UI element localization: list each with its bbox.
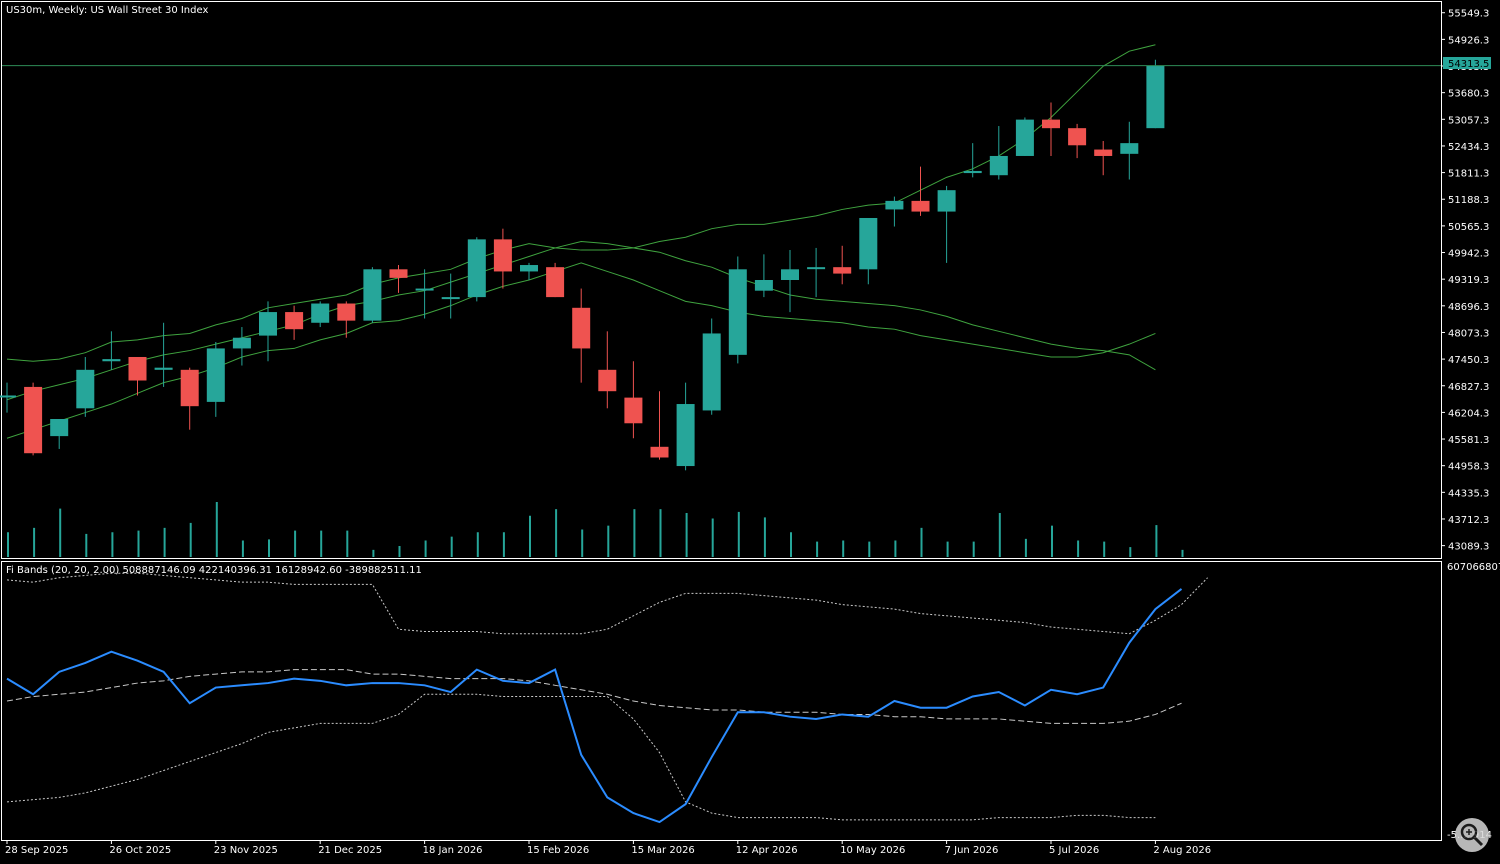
bear-candle xyxy=(598,369,617,392)
x-tick-label: 7 Jun 2026 xyxy=(945,845,999,856)
indicator-axis-top-label: 607066807 xyxy=(1447,562,1500,573)
y-tick-label: 43712.3 xyxy=(1448,515,1489,526)
y-tick-label: 46827.3 xyxy=(1448,382,1489,393)
volume-bars xyxy=(7,502,1184,557)
bull-candle xyxy=(415,288,434,291)
bear-candle xyxy=(1068,128,1087,146)
bull-candle xyxy=(937,190,956,212)
bull-candle xyxy=(0,395,16,398)
bull-candle xyxy=(441,297,460,300)
current-price-tag xyxy=(1443,57,1491,69)
bull-candle xyxy=(963,170,982,174)
bull-candle xyxy=(311,303,330,323)
bull-candle xyxy=(807,267,826,270)
x-tick-label: 21 Dec 2025 xyxy=(318,845,382,856)
time-axis: 28 Sep 2025 26 Oct 2025 23 Nov 2025 21 Dec … xyxy=(5,840,1211,856)
y-tick-label: 50565.3 xyxy=(1448,222,1489,233)
bull-candle xyxy=(1120,143,1139,154)
y-tick-label: 53057.3 xyxy=(1448,115,1489,126)
x-tick-label: 28 Sep 2025 xyxy=(5,845,68,856)
zoom-magnifier-button[interactable] xyxy=(1455,818,1489,852)
bull-candle xyxy=(232,337,251,349)
bull-candle xyxy=(76,369,95,409)
bear-candle xyxy=(337,303,356,321)
main-chart-frame xyxy=(1,1,1442,559)
bull-candle xyxy=(1146,65,1165,129)
bull-candle xyxy=(728,269,747,355)
x-tick-label: 15 Mar 2026 xyxy=(631,845,694,856)
y-tick-label: 44958.3 xyxy=(1448,462,1489,473)
x-tick-label: 12 Apr 2026 xyxy=(736,845,798,856)
indicator-frame xyxy=(1,561,1442,841)
fi-middle-band xyxy=(6,669,1182,724)
fi-lower-band xyxy=(6,693,1156,821)
bull-candle xyxy=(520,265,538,272)
y-tick-label: 54926.3 xyxy=(1448,35,1489,46)
bear-candle xyxy=(1094,149,1113,156)
x-tick-label: 10 May 2026 xyxy=(840,845,905,856)
x-tick-label: 26 Oct 2025 xyxy=(109,845,171,856)
bear-candle xyxy=(24,386,43,454)
bear-candle xyxy=(546,267,565,298)
x-tick-label: 2 Aug 2026 xyxy=(1153,845,1211,856)
middle-band-line xyxy=(6,241,1156,401)
bear-candle xyxy=(572,307,591,349)
bull-candle xyxy=(154,367,173,370)
bull-candle xyxy=(781,269,799,280)
candlesticks xyxy=(0,59,1165,471)
bear-candle xyxy=(285,312,304,330)
bull-candle xyxy=(206,348,225,402)
bull-candle xyxy=(859,217,878,270)
bear-candle xyxy=(128,356,147,381)
y-tick-label: 46204.3 xyxy=(1448,408,1489,419)
bear-candle xyxy=(493,239,512,272)
bear-candle xyxy=(911,200,930,212)
y-tick-label: 48073.3 xyxy=(1448,328,1489,339)
bull-candle xyxy=(702,333,721,411)
y-tick-label: 52434.3 xyxy=(1448,142,1489,153)
y-tick-label: 51188.3 xyxy=(1448,195,1489,206)
x-tick-label: 18 Jan 2026 xyxy=(423,845,483,856)
price-axis: 55549.354926.354303.353680.353057.352434… xyxy=(1441,9,1489,553)
x-tick-label: 5 Jul 2026 xyxy=(1049,845,1099,856)
y-tick-label: 55549.3 xyxy=(1448,9,1489,20)
bear-candle xyxy=(389,269,408,278)
bull-candle xyxy=(989,155,1008,176)
y-tick-label: 53680.3 xyxy=(1448,89,1489,100)
y-tick-label: 49319.3 xyxy=(1448,275,1489,286)
bull-candle xyxy=(885,200,904,210)
fi-upper-band xyxy=(6,572,1208,635)
bear-candle xyxy=(624,397,643,424)
y-tick-label: 48696.3 xyxy=(1448,302,1489,313)
fi-bands-indicator xyxy=(6,572,1208,824)
x-tick-label: 23 Nov 2025 xyxy=(214,845,278,856)
bear-candle xyxy=(1042,119,1060,129)
bull-candle xyxy=(259,312,277,336)
bull-candle xyxy=(676,404,695,467)
bear-candle xyxy=(650,446,669,458)
bull-candle xyxy=(754,280,773,291)
y-tick-label: 47450.3 xyxy=(1448,355,1489,366)
y-tick-label: 43089.3 xyxy=(1448,542,1489,553)
indicator-title: Fi Bands (20, 20, 2.00) 508887146.09 422… xyxy=(6,565,422,576)
bull-candle xyxy=(102,359,121,362)
y-tick-label: 49942.3 xyxy=(1448,249,1489,260)
y-tick-label: 45581.3 xyxy=(1448,435,1489,446)
bull-candle xyxy=(50,419,69,437)
bull-candle xyxy=(1015,119,1034,156)
bull-candle xyxy=(363,269,382,321)
fi-line xyxy=(6,588,1183,824)
y-tick-label: 51811.3 xyxy=(1448,169,1489,180)
bear-candle xyxy=(833,267,852,274)
x-tick-label: 15 Feb 2026 xyxy=(527,845,589,856)
bull-candle xyxy=(467,239,486,298)
y-tick-label: 44335.3 xyxy=(1448,488,1489,499)
current-price-tag-label: 54313.5 xyxy=(1448,59,1489,70)
magnifier-icon xyxy=(1460,823,1484,847)
chart-title: US30m, Weekly: US Wall Street 30 Index xyxy=(6,5,208,16)
bear-candle xyxy=(180,369,199,407)
